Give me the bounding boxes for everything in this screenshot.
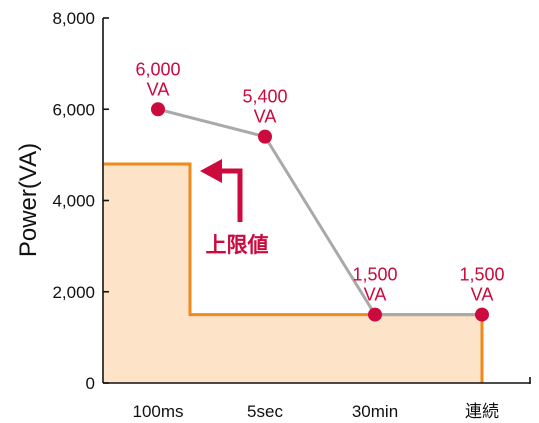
- data-point: [368, 307, 382, 322]
- data-label-value: 1,500: [459, 265, 504, 285]
- data-point: [475, 307, 489, 322]
- x-tick-label: 連続: [465, 402, 499, 421]
- y-tick-label: 6,000: [52, 100, 95, 119]
- series-line: [157, 107, 482, 317]
- y-tick-label: 0: [86, 374, 95, 393]
- x-tick-label: 100ms: [132, 402, 183, 421]
- y-tick-label: 4,000: [52, 192, 95, 211]
- x-tick-label: 5sec: [247, 402, 283, 421]
- data-label-unit: VA: [147, 79, 170, 99]
- data-label-value: 6,000: [135, 59, 180, 79]
- limit-area-fill: [104, 164, 482, 383]
- limit-area-outline: [104, 162, 484, 383]
- series-layer: [151, 102, 489, 322]
- limit-arrow-shaft: [222, 168, 243, 222]
- data-label-unit: VA: [364, 285, 387, 305]
- y-axis-title: Power(VA): [15, 143, 42, 257]
- data-label-unit: VA: [254, 107, 277, 127]
- x-tick-label: 30min: [352, 402, 398, 421]
- y-tick-label: 2,000: [52, 283, 95, 302]
- y-tick-label: 8,000: [52, 9, 95, 28]
- data-point: [151, 102, 165, 117]
- data-label-unit: VA: [471, 285, 494, 305]
- data-label-value: 5,400: [242, 87, 287, 107]
- limit-region-layer: [104, 162, 484, 383]
- limit-arrow-head: [200, 159, 222, 183]
- data-point: [258, 129, 272, 144]
- limit-label: 上限値: [206, 233, 269, 257]
- annotation-layer: 上限値: [200, 159, 269, 257]
- data-label-value: 1,500: [352, 265, 397, 285]
- axes: 0 2,000 4,000 6,000 8,000 100ms 5sec 30min 連続 Pow…: [15, 9, 531, 421]
